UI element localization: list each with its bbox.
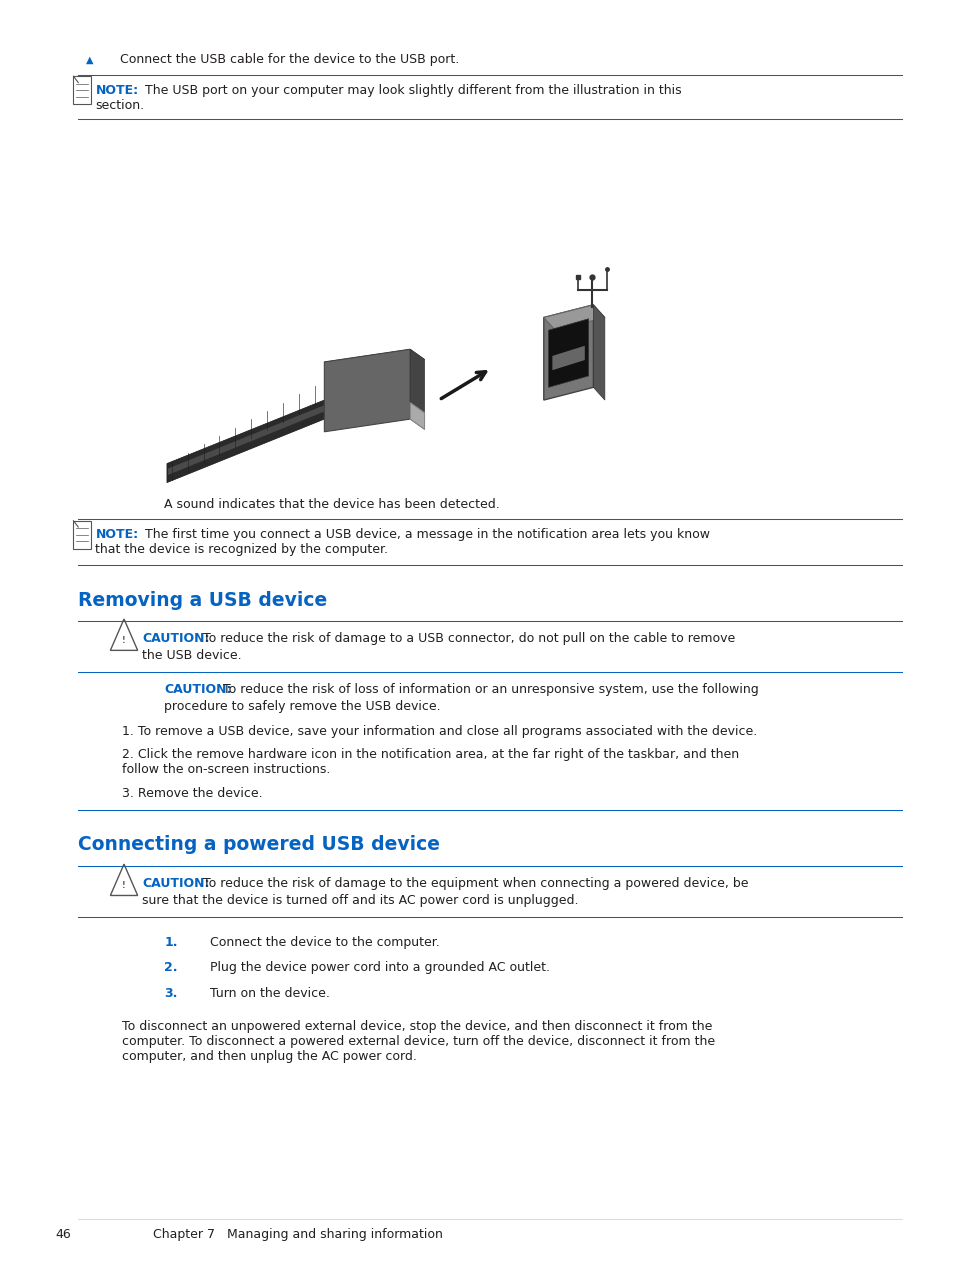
Text: section.: section.: [95, 99, 144, 112]
Text: Connect the USB cable for the device to the USB port.: Connect the USB cable for the device to …: [120, 53, 459, 66]
Polygon shape: [410, 403, 424, 429]
Text: Connecting a powered USB device: Connecting a powered USB device: [78, 836, 439, 853]
Polygon shape: [552, 345, 584, 371]
Text: Removing a USB device: Removing a USB device: [78, 592, 327, 610]
Text: 3.: 3.: [164, 987, 177, 999]
Text: CAUTION:: CAUTION:: [164, 683, 232, 696]
Polygon shape: [324, 349, 424, 372]
Polygon shape: [543, 305, 604, 330]
Text: A sound indicates that the device has been detected.: A sound indicates that the device has be…: [164, 498, 499, 511]
Text: Turn on the device.: Turn on the device.: [210, 987, 330, 999]
Text: The USB port on your computer may look slightly different from the illustration : The USB port on your computer may look s…: [145, 84, 680, 97]
Text: To reduce the risk of loss of information or an unresponsive system, use the fol: To reduce the risk of loss of informatio…: [223, 683, 759, 696]
Text: !: !: [122, 881, 126, 890]
Text: To disconnect an unpowered external device, stop the device, and then disconnect: To disconnect an unpowered external devi…: [122, 1020, 712, 1033]
Text: NOTE:: NOTE:: [95, 84, 138, 97]
Text: computer. To disconnect a powered external device, turn off the device, disconne: computer. To disconnect a powered extern…: [122, 1035, 715, 1048]
Text: CAUTION:: CAUTION:: [142, 632, 210, 645]
Polygon shape: [410, 349, 424, 429]
Polygon shape: [167, 400, 324, 483]
Text: the USB device.: the USB device.: [142, 649, 241, 662]
Text: NOTE:: NOTE:: [95, 528, 138, 541]
Text: computer, and then unplug the AC power cord.: computer, and then unplug the AC power c…: [122, 1050, 416, 1063]
Text: follow the on-screen instructions.: follow the on-screen instructions.: [122, 763, 330, 776]
Text: CAUTION:: CAUTION:: [142, 878, 210, 890]
Text: 1.: 1.: [164, 936, 177, 949]
FancyBboxPatch shape: [73, 76, 91, 104]
Text: The first time you connect a USB device, a message in the notification area lets: The first time you connect a USB device,…: [145, 528, 709, 541]
Polygon shape: [543, 305, 593, 400]
Polygon shape: [593, 305, 604, 400]
Text: 3. Remove the device.: 3. Remove the device.: [122, 787, 262, 800]
Text: ▲: ▲: [86, 55, 93, 65]
Polygon shape: [168, 405, 324, 475]
Text: 2.: 2.: [164, 961, 177, 974]
Text: 2. Click the remove hardware icon in the notification area, at the far right of : 2. Click the remove hardware icon in the…: [122, 748, 739, 761]
FancyBboxPatch shape: [73, 521, 91, 549]
Text: ⌖: ⌖: [357, 389, 363, 398]
Text: procedure to safely remove the USB device.: procedure to safely remove the USB devic…: [164, 700, 440, 712]
Text: sure that the device is turned off and its AC power cord is unplugged.: sure that the device is turned off and i…: [142, 894, 578, 907]
Text: !: !: [122, 636, 126, 645]
Text: that the device is recognized by the computer.: that the device is recognized by the com…: [95, 544, 388, 556]
Polygon shape: [324, 349, 410, 432]
Text: 46: 46: [55, 1228, 71, 1241]
Text: 1. To remove a USB device, save your information and close all programs associat: 1. To remove a USB device, save your inf…: [122, 725, 757, 738]
Text: Plug the device power cord into a grounded AC outlet.: Plug the device power cord into a ground…: [210, 961, 549, 974]
Text: Chapter 7   Managing and sharing information: Chapter 7 Managing and sharing informati…: [152, 1228, 442, 1241]
Text: To reduce the risk of damage to a USB connector, do not pull on the cable to rem: To reduce the risk of damage to a USB co…: [203, 632, 735, 645]
Polygon shape: [548, 319, 588, 387]
Text: To reduce the risk of damage to the equipment when connecting a powered device, : To reduce the risk of damage to the equi…: [203, 878, 748, 890]
Text: Connect the device to the computer.: Connect the device to the computer.: [210, 936, 439, 949]
